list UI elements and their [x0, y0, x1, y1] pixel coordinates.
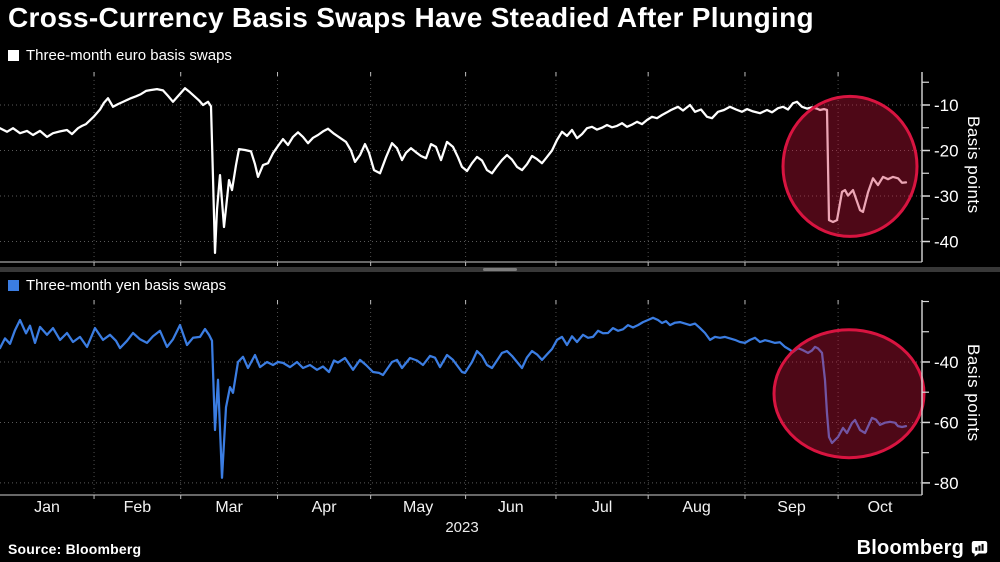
yen-legend-label: Three-month yen basis swaps — [26, 277, 227, 294]
y-tick-label: -40 — [934, 353, 959, 372]
month-label-aug: Aug — [682, 499, 711, 516]
euro-y-axis-title: Basis points — [964, 116, 983, 214]
euro-legend-marker-icon — [8, 50, 19, 61]
month-label-jul: Jul — [591, 499, 613, 516]
month-label-sep: Sep — [777, 499, 806, 516]
divider-drag-handle[interactable] — [483, 268, 517, 271]
y-tick-label: -30 — [934, 187, 959, 206]
yen-series-line — [0, 316, 908, 479]
euro-series-line — [0, 87, 908, 255]
x-axis-month-labels: Jan Feb Mar Apr May Jun Jul Aug Sep Oct — [0, 499, 930, 517]
highlight-circle-annotation — [772, 328, 926, 460]
bloomberg-logo-icon — [971, 541, 988, 557]
y-tick-label: -80 — [934, 474, 959, 493]
yen-legend-marker-icon — [8, 280, 19, 291]
page-title: Cross-Currency Basis Swaps Have Steadied… — [8, 2, 814, 33]
bloomberg-brand: Bloomberg — [857, 537, 988, 560]
source-attribution: Source: Bloomberg — [8, 541, 142, 557]
month-label-apr: Apr — [311, 499, 337, 516]
highlight-circle-annotation — [781, 94, 919, 238]
month-label-may: May — [403, 499, 434, 516]
euro-legend-label: Three-month euro basis swaps — [26, 47, 232, 64]
y-tick-label: -20 — [934, 142, 959, 161]
month-label-jan: Jan — [34, 499, 60, 516]
legend-euro: Three-month euro basis swaps — [8, 47, 232, 64]
x-axis-year-label: 2023 — [445, 519, 479, 536]
y-tick-label: -10 — [934, 96, 959, 115]
euro-chart-panel: -10 -20 -30 -40 — [0, 72, 959, 266]
y-tick-label: -60 — [934, 413, 959, 432]
month-label-jun: Jun — [497, 499, 524, 516]
bloomberg-wordmark: Bloomberg — [856, 537, 964, 559]
yen-chart-panel: -40 -60 -80 — [0, 300, 959, 499]
month-label-feb: Feb — [123, 499, 152, 516]
legend-yen: Three-month yen basis swaps — [8, 277, 226, 294]
panel-divider — [0, 267, 1000, 272]
month-label-mar: Mar — [215, 499, 243, 516]
yen-y-axis-title: Basis points — [964, 344, 983, 442]
y-tick-label: -40 — [934, 233, 959, 252]
month-label-oct: Oct — [867, 499, 893, 516]
